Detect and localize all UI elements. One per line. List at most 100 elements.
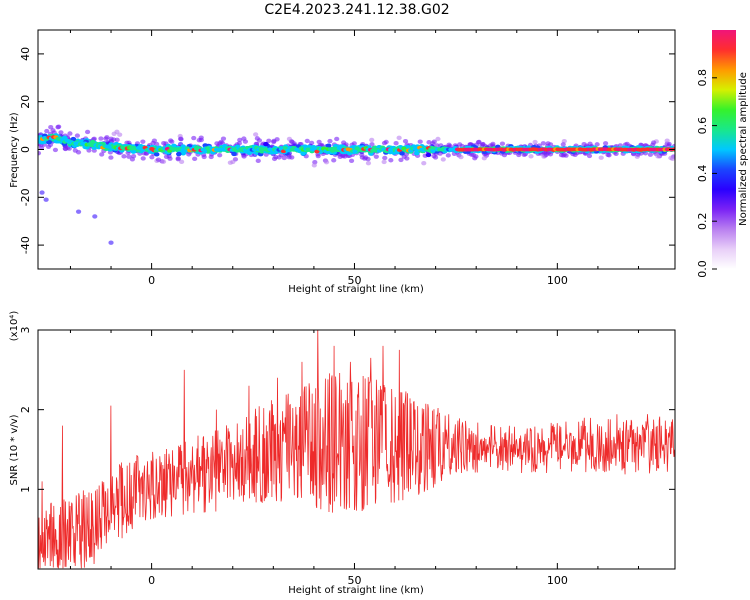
- spectrogram-halo-cell: [45, 144, 52, 149]
- spectrogram-halo-cell: [67, 131, 73, 136]
- snr-y-tick-label: 1: [19, 486, 32, 493]
- spectrogram-halo-cell: [382, 155, 388, 161]
- spectrogram-y-tick-label: 20: [19, 95, 32, 109]
- colorbar: 0.0 0.2 0.4 0.6 0.8 Normalized spectral ampl…: [696, 30, 749, 278]
- snr-x-tick-label: 50: [347, 574, 361, 587]
- spectrogram-halo-cell: [581, 141, 587, 147]
- spectrogram-band-cell: [176, 151, 182, 157]
- spectrogram-band-cell: [325, 143, 332, 148]
- spectrogram-halo-cell: [201, 154, 207, 160]
- chart-title: C2E4.2023.241.12.38.G02: [264, 2, 449, 18]
- spectrogram-halo-cell: [52, 147, 59, 153]
- spectrogram-halo-cell: [393, 141, 399, 146]
- spectrogram-halo-cell: [334, 136, 340, 142]
- spectrogram-halo-cell: [499, 141, 506, 146]
- spectrogram-halo-cell: [121, 154, 127, 159]
- spectrogram-ridge-cell: [352, 149, 358, 154]
- spectrogram-halo-cell: [242, 139, 248, 144]
- spectrogram-halo-cell: [108, 155, 114, 160]
- spectrogram-halo-cell: [48, 125, 54, 130]
- spectrogram-halo-cell: [602, 141, 609, 146]
- spectrogram-halo-cell: [490, 141, 496, 147]
- spectrogram-halo-cell: [383, 139, 389, 145]
- spectrogram-halo-cell: [369, 137, 375, 143]
- spectrogram-halo-cell: [668, 155, 674, 161]
- spectrogram-halo-cell: [168, 138, 174, 143]
- colorbar-tick-label: 0.4: [696, 165, 709, 183]
- spectrogram-halo-cell: [528, 154, 534, 159]
- spectrogram-halo-cell: [365, 156, 371, 162]
- spectrogram-halo-cell: [481, 156, 487, 161]
- spectrogram-tail-cell: [43, 197, 49, 202]
- colorbar-tick-label: 0.6: [696, 117, 709, 135]
- snr-x-label: Height of straight line (km): [288, 585, 424, 596]
- spectrogram-halo-cell: [178, 136, 184, 141]
- spectrogram-halo-cell: [417, 139, 423, 144]
- colorbar-tick-label: 0.2: [696, 212, 709, 230]
- spectrogram-halo-cell: [255, 158, 261, 164]
- spectrogram-halo-cell: [404, 156, 410, 161]
- spectrogram-x-tick-label: 50: [347, 274, 361, 287]
- spectrogram-halo-cell: [126, 154, 132, 159]
- spectrogram-band-cell: [300, 151, 306, 156]
- spectrogram-halo-cell: [651, 140, 657, 145]
- spectrogram-halo-cell: [402, 138, 409, 144]
- spectrogram-halo-cell: [140, 156, 146, 161]
- spectrogram-halo-cell: [373, 154, 379, 159]
- spectrogram-x-tick-label: 100: [547, 274, 568, 287]
- spectrogram-halo-cell: [431, 139, 437, 144]
- spectrogram-halo-cell: [398, 157, 404, 163]
- spectrogram-tail-cell: [75, 209, 82, 214]
- spectrogram-halo-cell: [431, 153, 437, 159]
- spectrogram-halo-cell: [266, 138, 272, 144]
- spectrogram-y-tick-label: -20: [19, 188, 32, 206]
- spectrogram-halo-cell: [99, 152, 105, 157]
- snr-series-line: [38, 330, 675, 569]
- spectrogram-halo-cell: [149, 154, 155, 160]
- spectrogram-halo-cell: [254, 136, 260, 141]
- colorbar-label: Normalized spectral amplitude: [738, 72, 749, 226]
- spectrogram-halo-cell: [331, 158, 337, 163]
- spectrogram-halo-cell: [286, 136, 293, 142]
- spectrogram-band-cell: [263, 141, 269, 147]
- spectrogram-halo-cell: [421, 160, 427, 166]
- spectrogram-halo-cell: [365, 160, 372, 166]
- spectrogram-halo-cell: [217, 152, 223, 158]
- spectrogram-y-tick-label: 0: [19, 146, 32, 153]
- spectrogram-halo-cell: [359, 155, 365, 160]
- spectrogram-halo-cell: [175, 156, 181, 161]
- spectrogram-halo-cell: [58, 130, 64, 135]
- spectrogram-halo-cell: [480, 141, 486, 147]
- spectrogram-band-cell: [231, 151, 237, 157]
- colorbar-gradient: [712, 30, 736, 269]
- spectrogram-halo-cell: [227, 160, 233, 165]
- snr-x-tick-label: 0: [148, 574, 155, 587]
- spectrogram-tail-cell: [39, 190, 45, 195]
- colorbar-tick-label: 0.0: [696, 260, 709, 278]
- spectrogram-halo-cell: [445, 153, 451, 158]
- spectrogram-halo-cell: [114, 137, 120, 143]
- spectrogram-halo-cell: [647, 152, 654, 157]
- spectrogram-halo-cell: [337, 154, 343, 160]
- spectrogram-halo-cell: [563, 153, 569, 158]
- spectrogram-band-cell: [425, 152, 432, 158]
- spectrogram-halo-cell: [435, 136, 441, 142]
- snr-y-label: SNR (10 * v/v): [9, 414, 20, 485]
- spectrogram-ridge-cell: [314, 149, 320, 154]
- spectrogram-halo-cell: [304, 138, 310, 144]
- spectrogram-tail-cell: [108, 240, 114, 245]
- spectrogram-halo-cell: [191, 135, 197, 141]
- spectrogram-halo-cell: [586, 153, 593, 159]
- spectrogram-halo-cell: [186, 152, 192, 157]
- spectrogram-band-cell: [46, 139, 52, 145]
- spectrogram-halo-cell: [117, 132, 123, 137]
- spectrogram-halo-cell: [446, 142, 452, 148]
- spectrogram-halo-cell: [655, 154, 661, 159]
- spectrogram-halo-cell: [473, 154, 479, 159]
- spectrogram-halo-cell: [543, 152, 549, 157]
- snr-panel: 0 50 100 1 2 3 Height of straight line (km) S…: [9, 311, 676, 596]
- spectrogram-halo-cell: [598, 155, 604, 160]
- spectrogram-halo-cell: [98, 136, 104, 141]
- spectrogram-halo-cell: [179, 159, 185, 165]
